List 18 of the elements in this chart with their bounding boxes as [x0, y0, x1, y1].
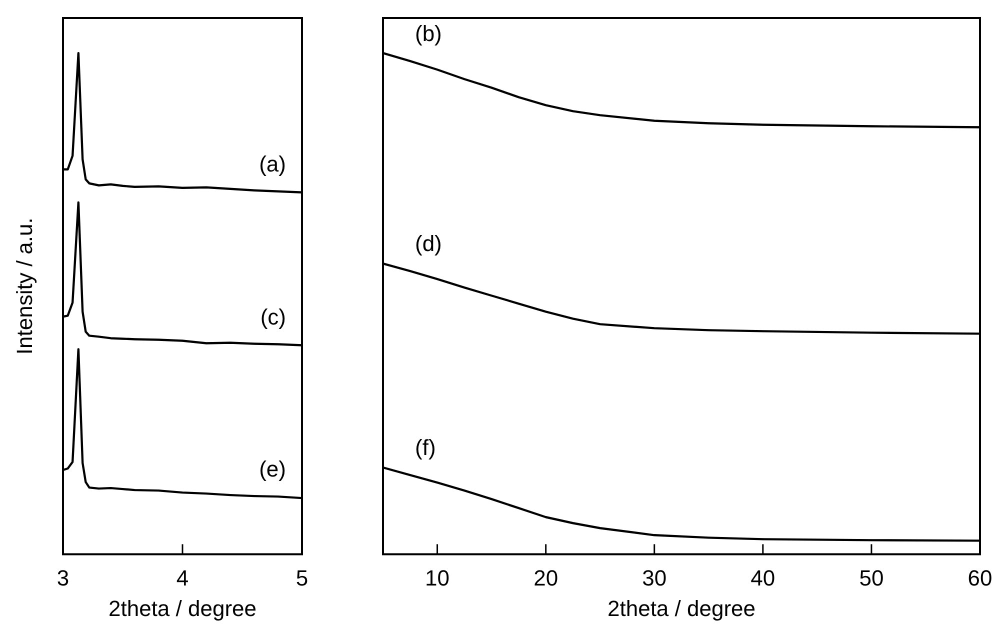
x-tick-label: 20 — [534, 565, 558, 590]
series-label: (a) — [259, 151, 286, 176]
series-label: (d) — [415, 231, 442, 256]
x-tick-label: 4 — [176, 565, 189, 590]
x-tick-label: 40 — [750, 565, 776, 590]
y-axis-title: Intensity / a.u. — [12, 218, 38, 355]
x-tick-label: 3 — [56, 565, 70, 590]
x-axis-title: 2theta / degree — [607, 596, 756, 621]
series-label: (b) — [415, 21, 442, 46]
x-axis-title: 2theta / degree — [108, 596, 257, 621]
x-tick-label: 50 — [859, 565, 884, 590]
x-tick-label: 10 — [425, 565, 450, 590]
series-label: (f) — [415, 435, 436, 460]
x-tick-label: 60 — [968, 565, 992, 590]
x-tick-label: 30 — [642, 565, 667, 590]
x-tick-label: 5 — [296, 565, 308, 590]
series-label: (e) — [259, 456, 286, 482]
series-label: (c) — [260, 304, 286, 330]
